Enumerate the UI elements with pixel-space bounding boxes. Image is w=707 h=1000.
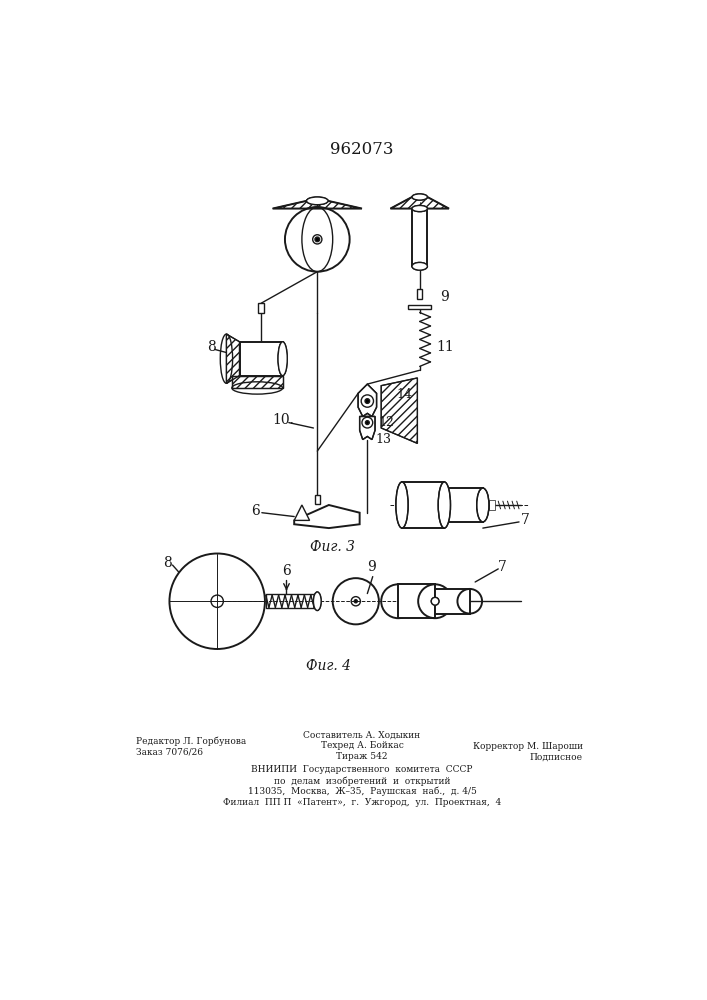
Text: 14: 14 xyxy=(397,388,413,401)
Text: ВНИИПИ  Государственного  комитета  СССР: ВНИИПИ Государственного комитета СССР xyxy=(251,765,473,774)
Ellipse shape xyxy=(412,194,428,200)
Text: 6: 6 xyxy=(282,564,291,578)
Bar xyxy=(444,488,483,522)
Ellipse shape xyxy=(278,342,287,376)
Bar xyxy=(402,482,444,528)
Text: 12: 12 xyxy=(379,416,395,429)
Text: 8: 8 xyxy=(163,556,172,570)
Text: 13: 13 xyxy=(375,433,391,446)
Polygon shape xyxy=(381,378,417,443)
Text: Филиал  ПП П  «Патент»,  г.  Ужгород,  ул.  Проектная,  4: Филиал ПП П «Патент», г. Ужгород, ул. Пр… xyxy=(223,798,501,807)
Circle shape xyxy=(366,421,369,425)
Bar xyxy=(417,289,422,299)
Bar xyxy=(315,495,320,504)
Text: 7: 7 xyxy=(521,513,530,527)
Text: Тираж 542: Тираж 542 xyxy=(337,752,387,761)
Ellipse shape xyxy=(307,197,328,205)
Text: Составитель А. Ходыкин: Составитель А. Ходыкин xyxy=(303,731,421,740)
Bar xyxy=(240,342,283,376)
Text: Техред А. Бойкас: Техред А. Бойкас xyxy=(320,741,404,750)
Text: 9: 9 xyxy=(368,560,376,574)
Ellipse shape xyxy=(412,205,428,212)
Circle shape xyxy=(431,597,439,605)
Bar xyxy=(258,303,264,312)
Circle shape xyxy=(365,399,370,403)
Bar xyxy=(408,305,431,309)
Polygon shape xyxy=(294,505,360,528)
Ellipse shape xyxy=(396,482,408,528)
Text: 6: 6 xyxy=(251,504,259,518)
Polygon shape xyxy=(360,416,375,440)
Text: 8: 8 xyxy=(207,340,216,354)
Bar xyxy=(489,500,495,510)
Circle shape xyxy=(354,600,357,603)
Text: 11: 11 xyxy=(437,340,455,354)
Polygon shape xyxy=(232,376,283,388)
Ellipse shape xyxy=(412,262,428,270)
Text: Фиг. 4: Фиг. 4 xyxy=(306,659,351,673)
Bar xyxy=(398,584,435,618)
Polygon shape xyxy=(226,334,240,383)
Text: 10.: 10. xyxy=(273,413,295,427)
Text: Редактор Л. Горбунова: Редактор Л. Горбунова xyxy=(136,736,247,746)
Text: Корректор М. Шароши: Корректор М. Шароши xyxy=(473,742,583,751)
Bar xyxy=(412,209,428,266)
Circle shape xyxy=(315,237,320,242)
Circle shape xyxy=(312,235,322,244)
Polygon shape xyxy=(294,505,310,520)
Ellipse shape xyxy=(477,488,489,522)
Text: по  делам  изобретений  и  открытий: по делам изобретений и открытий xyxy=(274,776,450,786)
Ellipse shape xyxy=(438,482,450,528)
Text: 9: 9 xyxy=(440,290,449,304)
Text: 113035,  Москва,  Ж–35,  Раушская  наб.,  д. 4/5: 113035, Москва, Ж–35, Раушская наб., д. … xyxy=(247,787,477,796)
Polygon shape xyxy=(390,197,449,209)
Text: 962073: 962073 xyxy=(330,141,394,158)
Circle shape xyxy=(362,417,373,428)
Text: Подписное: Подписное xyxy=(530,753,583,762)
Text: 7: 7 xyxy=(498,560,507,574)
Bar xyxy=(435,589,469,614)
Text: Заказ 7076/26: Заказ 7076/26 xyxy=(136,748,204,757)
Ellipse shape xyxy=(313,592,321,610)
Polygon shape xyxy=(358,384,377,416)
Polygon shape xyxy=(273,201,362,209)
Circle shape xyxy=(361,395,373,407)
Text: Фиг. 3: Фиг. 3 xyxy=(310,540,355,554)
